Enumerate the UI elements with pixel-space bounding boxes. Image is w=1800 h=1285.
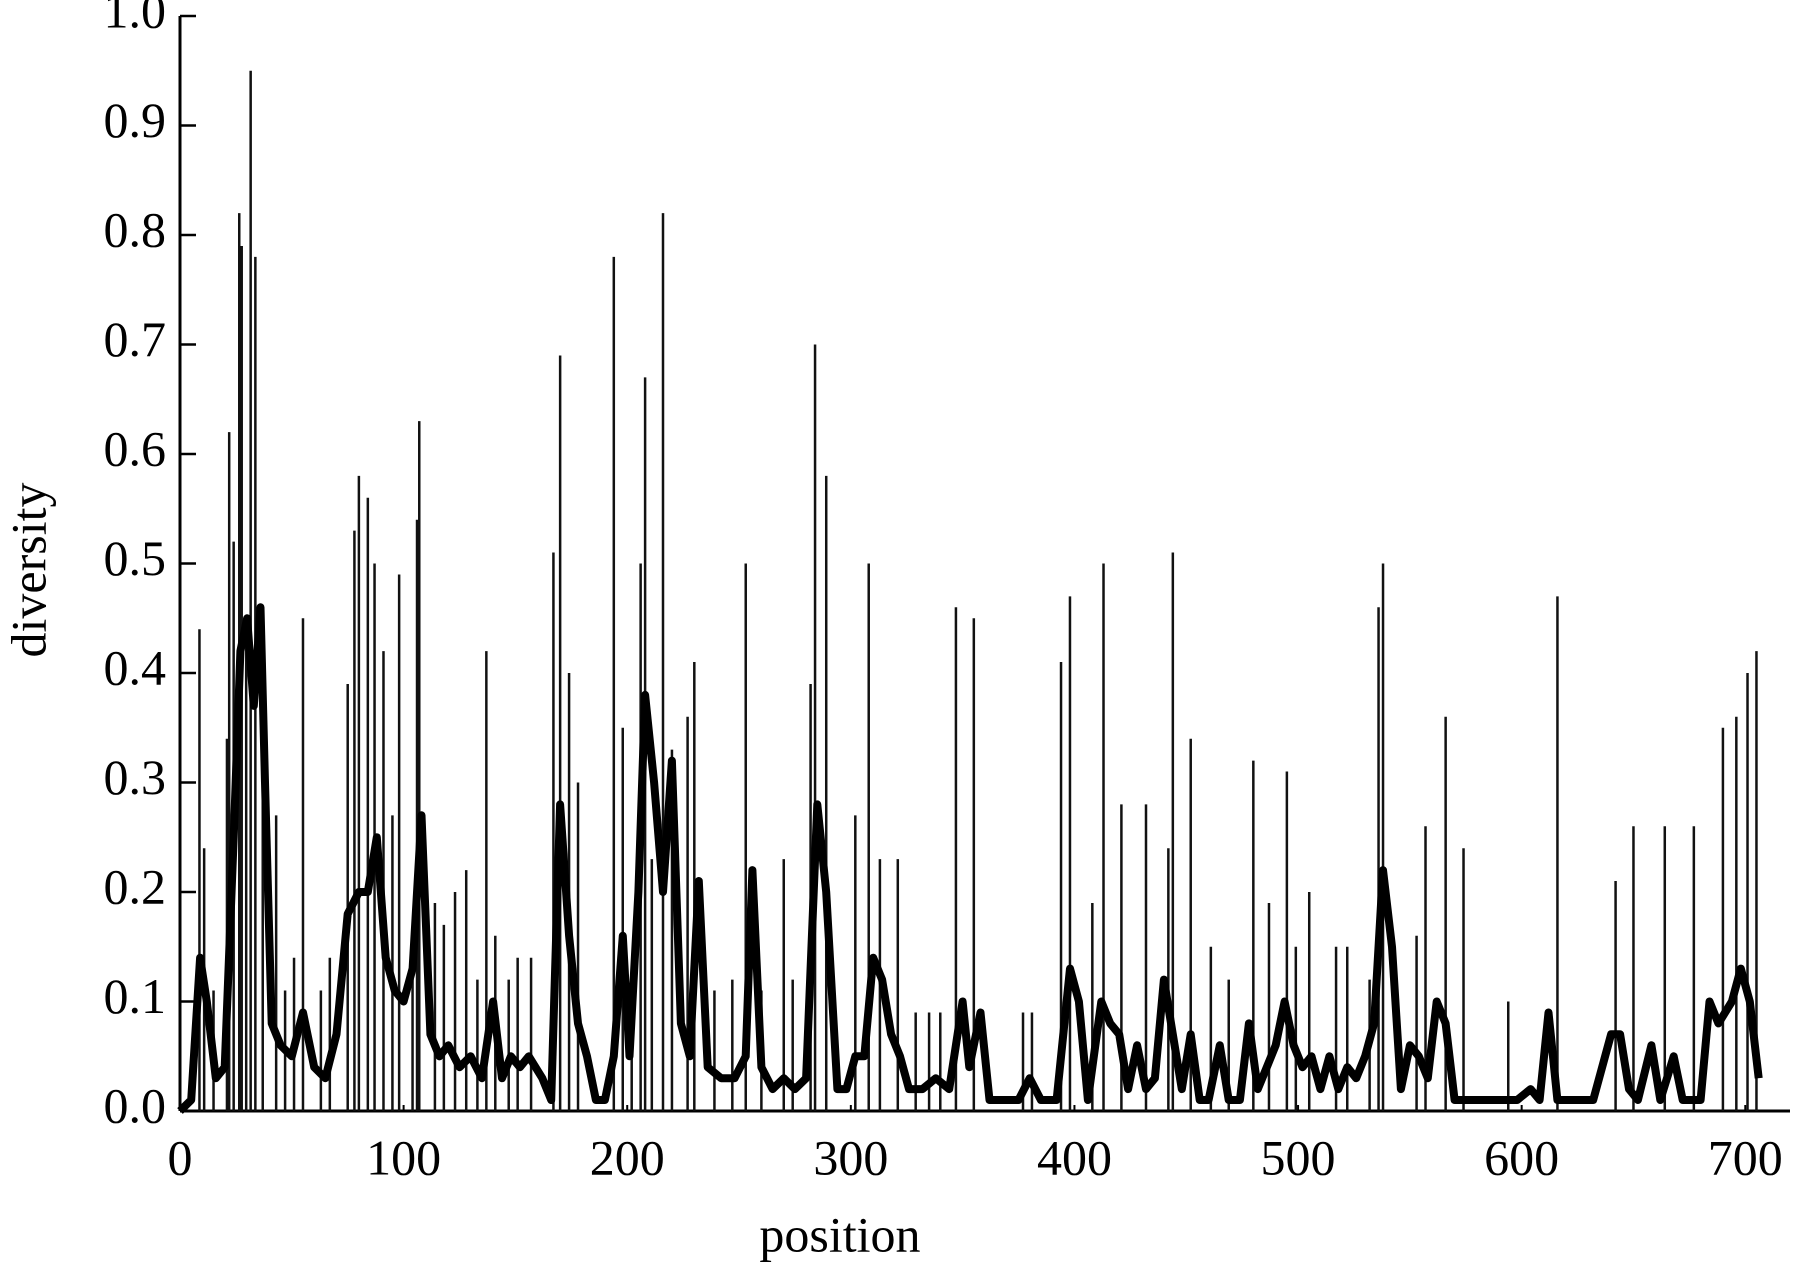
y-tick-label: 0.7 [104, 311, 167, 367]
x-axis-label: position [759, 1206, 920, 1262]
y-tick-label: 0.0 [104, 1077, 167, 1133]
y-tick-label: 0.8 [104, 201, 167, 257]
y-tick-label: 0.5 [104, 530, 167, 586]
x-tick-label: 200 [590, 1129, 665, 1185]
y-tick-label: 0.2 [104, 858, 167, 914]
smoothed-line [177, 603, 1763, 1114]
y-tick-label: 0.9 [104, 92, 167, 148]
x-tick-label: 100 [366, 1129, 441, 1185]
x-tick-label: 700 [1708, 1129, 1783, 1185]
y-tick-label: 0.3 [104, 749, 167, 805]
y-tick-label: 0.6 [104, 420, 167, 476]
y-tick-label: 1.0 [104, 0, 167, 38]
x-tick-label: 0 [168, 1129, 193, 1185]
x-tick-label: 500 [1261, 1129, 1336, 1185]
x-tick-label: 300 [813, 1129, 888, 1185]
x-tick-label: 400 [1037, 1129, 1112, 1185]
y-tick-label: 0.4 [104, 639, 167, 695]
x-tick-label: 600 [1484, 1129, 1559, 1185]
y-axis-label: diversity [0, 483, 56, 658]
y-tick-label: 0.1 [104, 968, 167, 1024]
